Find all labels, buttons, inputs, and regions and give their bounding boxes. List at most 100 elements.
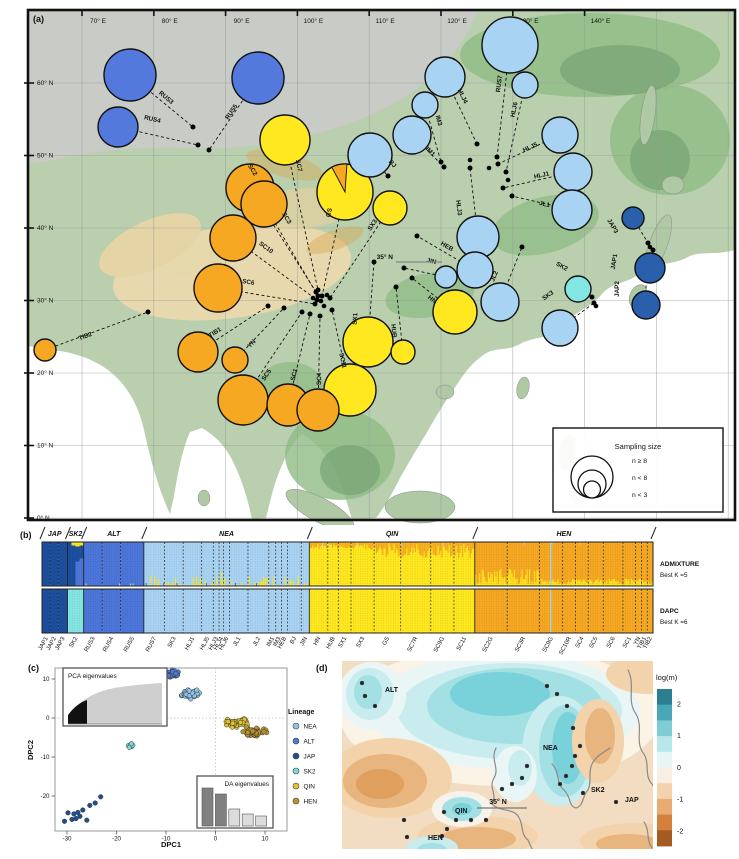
admixture-minor-ancestry	[395, 542, 397, 549]
sample-circle-IM3	[411, 91, 439, 119]
population-tick-label-HUB: HUB	[326, 636, 337, 650]
admixture-minor-ancestry	[426, 542, 428, 558]
admixture-minor-ancestry	[459, 542, 461, 553]
admixture-minor-ancestry	[380, 542, 382, 550]
admixture-minor-ancestry	[290, 580, 292, 586]
landmass-mountain	[306, 226, 364, 254]
admixture-minor-ancestry	[370, 542, 372, 550]
site-dot-RUS7	[494, 154, 500, 160]
admixture-minor-ancestry	[413, 542, 415, 548]
lat-tick-label: 20° N	[37, 369, 54, 377]
sample-label-HLJ3: HLJ3	[454, 200, 463, 217]
admixture-minor-ancestry	[523, 542, 526, 545]
dapc-block-HLJ3	[213, 589, 220, 633]
admixture-minor-ancestry	[254, 582, 256, 586]
admixture-minor-ancestry	[424, 542, 427, 558]
sample-label-JAP1: JAP1	[610, 253, 620, 270]
admixture-minor-ancestry	[220, 571, 222, 586]
admixture-block-SK3	[164, 542, 184, 586]
scatter-point-HEN	[243, 724, 249, 730]
site-dot-HLJ6	[503, 169, 509, 175]
site-dot-SC5	[299, 309, 305, 315]
sample-circle-JIN	[434, 265, 458, 289]
dapc-block-JAP3	[58, 589, 68, 633]
group-label-SK2: SK2	[69, 531, 83, 538]
legend-circle-small	[582, 480, 602, 499]
population-tick-label-TIB2: TIB2	[643, 636, 655, 651]
site-dot-NEA	[509, 781, 515, 787]
admixture-minor-ancestry	[406, 542, 408, 549]
dapc-block-HN	[309, 589, 328, 633]
site-dot-QIN	[441, 809, 447, 815]
admixture-minor-ancestry	[507, 574, 509, 586]
lat-tick-label: 10° N	[37, 442, 54, 450]
admixture-minor-ancestry	[568, 580, 570, 586]
population-tick-label-SX1: SX1	[338, 636, 349, 649]
sample-circle-SC7	[259, 114, 311, 166]
x-tick-label: -20	[112, 836, 122, 843]
admixture-block-YN	[635, 542, 642, 586]
admixture-minor-ancestry	[144, 584, 146, 586]
admixture-minor-ancestry	[324, 542, 326, 547]
sample-label-SX1: SX1	[352, 312, 360, 325]
site-dot-SK2	[580, 790, 586, 796]
admixture-minor-ancestry	[465, 542, 467, 549]
admixture-block-RUS5	[120, 542, 144, 586]
dapc-block-SC2G	[474, 589, 508, 633]
sample-connector-RUS5	[208, 77, 259, 151]
admixture-minor-ancestry	[311, 542, 313, 548]
population-tick-label-JL2: JL2	[252, 636, 262, 648]
admixture-minor-ancestry	[479, 573, 481, 586]
dapc-block-HEB	[281, 589, 288, 633]
site-dot-ALT	[359, 680, 365, 686]
admixture-minor-ancestry	[355, 542, 357, 546]
admixture-minor-ancestry	[594, 580, 597, 586]
group-divider-slash	[141, 526, 148, 540]
admixture-minor-ancestry	[500, 569, 502, 586]
site-dot-JAP	[613, 799, 619, 805]
admixture-minor-ancestry	[592, 583, 594, 586]
site-dot-HEN	[439, 833, 445, 839]
admixture-minor-ancestry	[531, 580, 533, 586]
site-dot	[318, 298, 324, 304]
admixture-minor-ancestry	[294, 584, 296, 586]
admixture-minor-ancestry	[564, 583, 566, 586]
dapc-block-HLJ1	[183, 589, 202, 633]
admixture-minor-ancestry	[145, 583, 147, 586]
da-inset-title: DA eigenvalues	[225, 781, 269, 788]
dapc-block-JAP2	[50, 589, 59, 633]
admixture-minor-ancestry	[330, 542, 332, 545]
site-dot-SC2	[313, 289, 319, 295]
admixture-minor-ancestry	[263, 576, 265, 586]
legend-dot-ALT	[292, 737, 300, 745]
admixture-minor-ancestry	[603, 581, 605, 586]
admixture-minor-ancestry	[156, 583, 158, 586]
admixture-row-label: ADMIXTURE	[660, 561, 700, 568]
dapc-block-SC1	[622, 589, 636, 633]
admixture-minor-ancestry	[513, 569, 516, 586]
admixture-minor-ancestry	[442, 542, 444, 546]
admixture-minor-ancestry	[510, 569, 512, 586]
admixture-minor-ancestry	[371, 542, 373, 550]
sample-circle-HUB	[390, 339, 416, 365]
sample-label-HLJ6: HLJ6	[509, 101, 519, 118]
dapc-block-SC3R	[507, 589, 540, 633]
admixture-minor-ancestry	[447, 542, 449, 553]
sample-connector-TIB2	[44, 311, 149, 351]
admixture-minor-ancestry	[458, 542, 460, 559]
admixture-column-SK2	[67, 542, 72, 586]
y-axis-title: DPC2	[26, 740, 35, 760]
scatter-point-JAP	[84, 817, 90, 823]
admixture-minor-ancestry	[548, 581, 550, 586]
migration-surface-band	[508, 750, 532, 786]
population-tick-label-SC9G: SC9G	[433, 636, 446, 654]
admixture-minor-ancestry	[606, 580, 608, 586]
lat-tick-label: 40° N	[37, 224, 54, 232]
admixture-minor-ancestry	[492, 581, 494, 586]
admixture-minor-ancestry	[368, 542, 371, 548]
sample-circle-RUS7	[481, 16, 539, 74]
site-dot-IM1	[441, 164, 447, 170]
admixture-minor-ancestry	[604, 583, 607, 586]
coastline	[491, 747, 533, 849]
dapc-scatter-panel: (c) -30 -20 -10 0 10 10 0 -10 -20 PCA eigenvalue…	[26, 663, 317, 849]
